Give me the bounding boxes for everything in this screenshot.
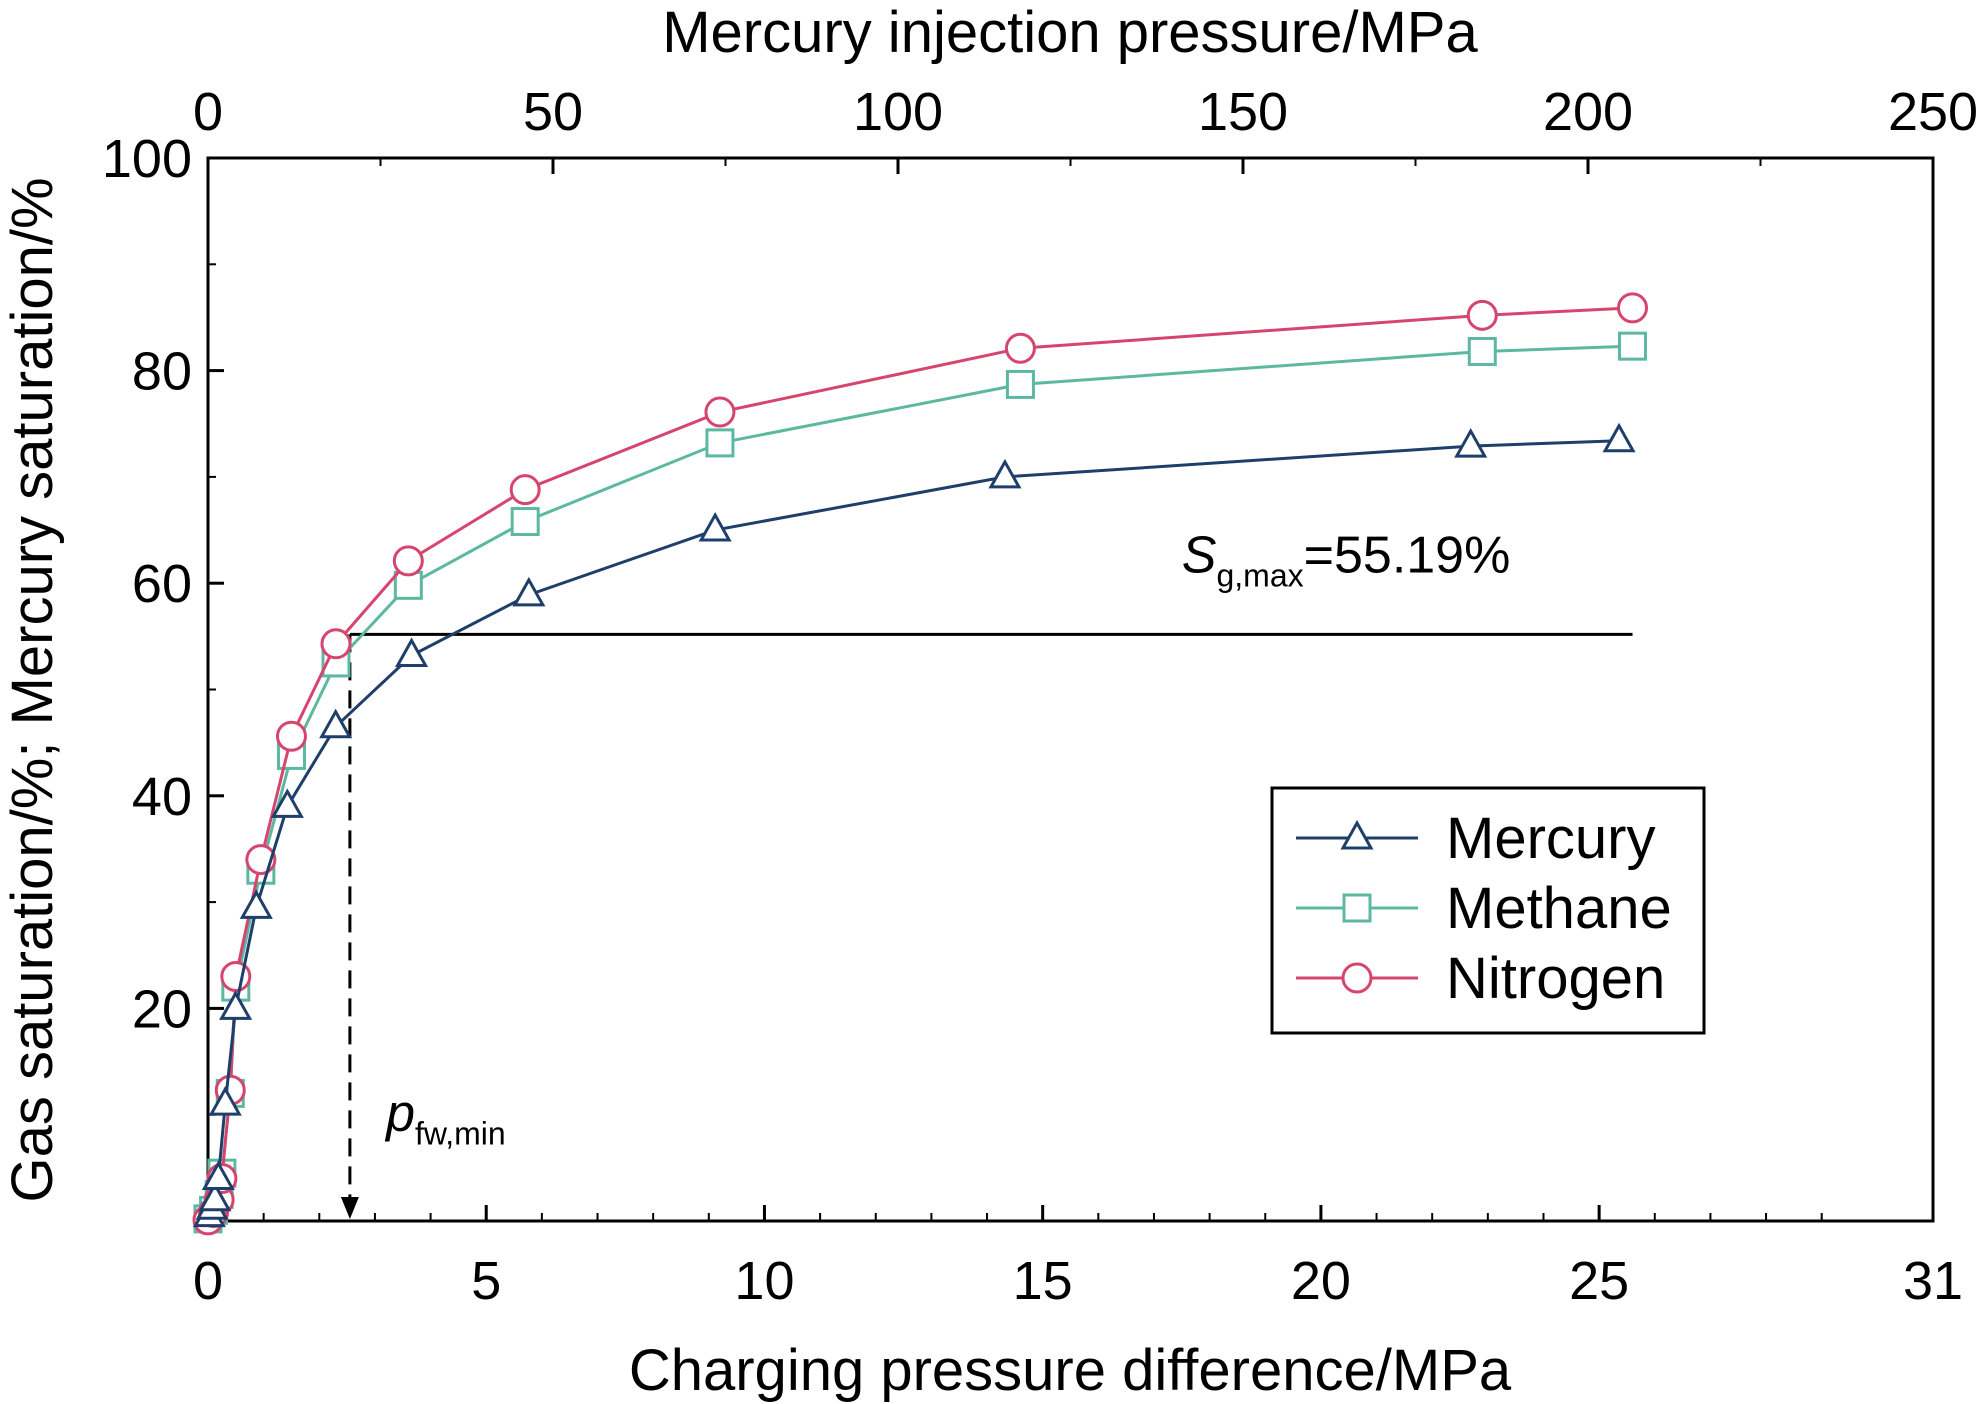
y-tick-label: 40 xyxy=(132,767,192,827)
data-point xyxy=(275,720,307,752)
y-tick-label: 20 xyxy=(132,979,192,1039)
data-point xyxy=(1618,331,1648,361)
data-point xyxy=(988,458,1022,489)
annotation-value: =55.19% xyxy=(1304,527,1511,585)
annotation-symbol: S xyxy=(1182,527,1217,585)
annotation-sg: Sg,max=55.19% xyxy=(1182,527,1511,594)
data-point xyxy=(705,428,735,458)
data-point xyxy=(1466,299,1498,331)
x2-tick-label: 150 xyxy=(1198,82,1288,142)
left-axis-title: Gas saturation/%; Mercury saturation/% xyxy=(0,177,65,1202)
y-tick-label: 100 xyxy=(102,129,192,189)
data-point xyxy=(270,788,304,818)
axis-ticks xyxy=(206,156,1935,1221)
series-mercury xyxy=(192,422,1636,1228)
data-point xyxy=(392,545,424,577)
data-point xyxy=(509,474,541,506)
x-tick-label: 31 xyxy=(1903,1251,1963,1311)
data-point xyxy=(320,628,352,660)
data-point xyxy=(698,511,732,542)
data-point xyxy=(319,708,353,739)
legend-label: Methane xyxy=(1446,876,1672,941)
x-tick-label: 0 xyxy=(193,1251,223,1311)
data-point xyxy=(1467,336,1497,366)
legend-label: Mercury xyxy=(1446,806,1655,871)
annotation-pfw: pfw,min xyxy=(384,1085,506,1152)
x-tick-label: 15 xyxy=(1013,1251,1073,1311)
annotation-subscript: fw,min xyxy=(415,1116,506,1152)
x-tick-label: 10 xyxy=(734,1251,794,1311)
x2-tick-label: 200 xyxy=(1543,82,1633,142)
annotations: Sg,max=55.19% pfw,min xyxy=(340,527,1633,1219)
axis-tick-labels: 0 5 10 15 20 25 31 0 50 100 150 200 250 20 40 60 80 100 xyxy=(102,82,1978,1311)
data-point xyxy=(1004,332,1036,364)
square-marker-icon xyxy=(1342,893,1372,923)
data-point xyxy=(512,576,546,607)
x2-tick-label: 250 xyxy=(1888,82,1978,142)
legend-item-nitrogen: Nitrogen xyxy=(1296,946,1665,1011)
x2-tick-label: 100 xyxy=(853,82,943,142)
x-tick-label: 5 xyxy=(471,1251,501,1311)
y-tick-label: 60 xyxy=(132,554,192,614)
x-tick-label: 25 xyxy=(1569,1251,1629,1311)
legend-item-methane: Methane xyxy=(1296,876,1672,941)
data-point xyxy=(1602,422,1636,453)
x2-tick-label: 50 xyxy=(523,82,583,142)
data-point xyxy=(394,637,429,667)
plot-frame xyxy=(206,156,1935,1223)
legend-label: Nitrogen xyxy=(1446,946,1665,1011)
series-line xyxy=(206,344,1633,1220)
annotation-subscript: g,max xyxy=(1216,558,1303,594)
annotation-symbol: p xyxy=(384,1085,415,1143)
data-point xyxy=(201,1160,235,1190)
data-point xyxy=(219,990,253,1020)
x2-tick-label: 0 xyxy=(193,82,223,142)
data-point xyxy=(1005,369,1035,399)
data-point xyxy=(208,1085,242,1116)
circle-marker-icon xyxy=(1341,962,1373,994)
data-point xyxy=(239,889,273,919)
triangle-marker-icon xyxy=(1340,819,1374,850)
legend-item-mercury: Mercury xyxy=(1296,806,1655,871)
arrow-head-icon xyxy=(340,1197,359,1219)
y-tick-label: 80 xyxy=(132,342,192,402)
data-point xyxy=(510,507,540,537)
top-axis-title: Mercury injection pressure/MPa xyxy=(662,0,1478,65)
data-point xyxy=(704,396,736,428)
bottom-axis-title: Charging pressure difference/MPa xyxy=(629,1338,1512,1403)
data-point xyxy=(198,1181,232,1212)
data-point xyxy=(1454,428,1488,458)
series-line xyxy=(206,306,1633,1221)
x-tick-label: 20 xyxy=(1291,1251,1351,1311)
data-point xyxy=(1617,292,1649,324)
series-layer xyxy=(192,292,1649,1236)
